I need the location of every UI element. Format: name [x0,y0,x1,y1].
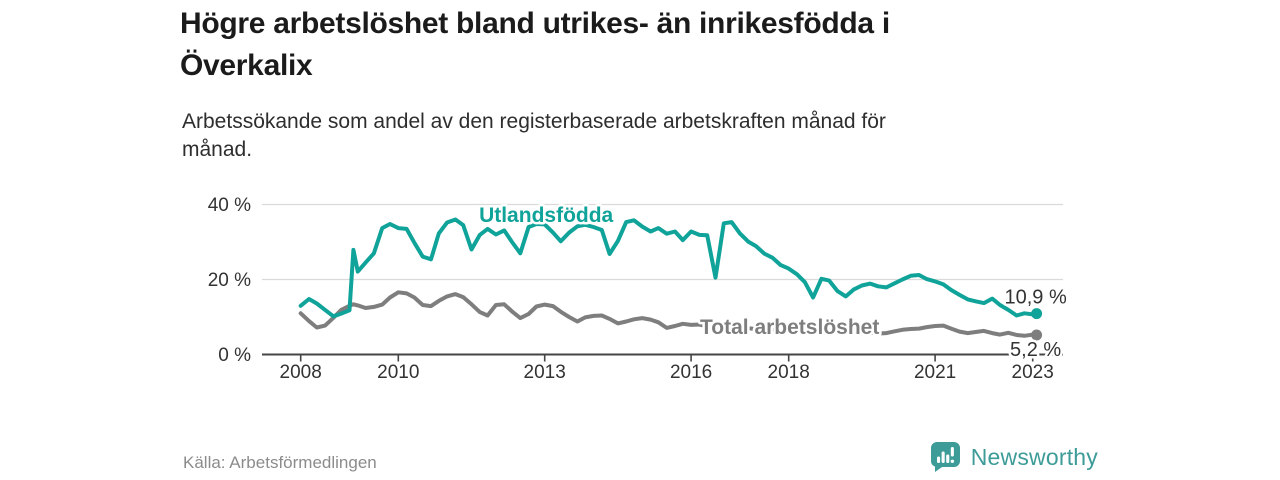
bar-tall [941,451,945,463]
unemployment-line-chart: 0 % 20 % 40 % 2008 2010 2013 2016 2018 2021 2023 T… [208,195,1070,383]
x-tick-label: 2010 [377,362,419,383]
x-tick-label: 2008 [280,362,322,383]
series-label: Total arbetslöshet [700,316,879,339]
title-line-1: Högre arbetslöshet bland utrikes- än inr… [180,7,890,40]
source-note: Källa: Arbetsförmedlingen [183,453,377,472]
x-tick-label: 2021 [914,362,956,383]
end-value-label: 5,2 % [1010,339,1061,361]
newsworthy-logo: Newsworthy [929,440,1098,474]
x-tick-label: 2018 [768,362,810,383]
x-tick-label: 2016 [670,362,712,383]
bar-small [936,456,940,463]
y-tick-label: 0 % [218,345,251,366]
bar-medium [945,454,950,463]
y-tick-label: 40 % [208,195,251,216]
exclamation-dot [950,459,954,463]
footer: Källa: Arbetsförmedlingen Newsworthy [180,440,1100,480]
y-tick-label: 20 % [208,270,251,291]
subtitle-line-1: Arbetssökande som andel av den registerb… [182,110,886,133]
series-end-dot [1031,329,1043,341]
end-value-label: 10,9 % [1004,287,1066,309]
exclamation-stem [950,447,954,457]
subtitle-line-2: månad. [182,138,253,161]
series-line-utlandsfodda [298,217,1039,319]
x-tick-label: 2013 [524,362,566,383]
page-title: Högre arbetslöshet bland utrikes- än inr… [180,3,1115,87]
brand-name: Newsworthy [970,443,1098,470]
series-end-dot [1031,308,1043,320]
chart-subtitle: Arbetssökande som andel av den registerb… [182,108,1022,164]
newsworthy-chart-bubble-icon [930,442,960,472]
x-tick-label: 2023 [1012,362,1054,383]
series-line-total [298,290,1039,338]
title-line-2: Överkalix [180,49,313,82]
series-label: Utlandsfödda [479,204,613,227]
